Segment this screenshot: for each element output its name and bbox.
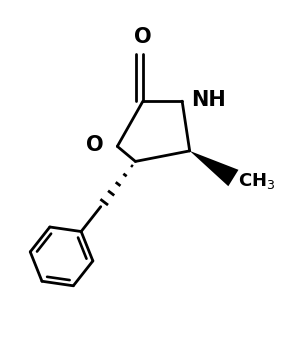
Text: NH: NH — [191, 90, 226, 110]
Polygon shape — [190, 151, 239, 186]
Text: O: O — [86, 135, 104, 155]
Text: CH$_3$: CH$_3$ — [238, 171, 275, 191]
Text: O: O — [134, 27, 152, 47]
